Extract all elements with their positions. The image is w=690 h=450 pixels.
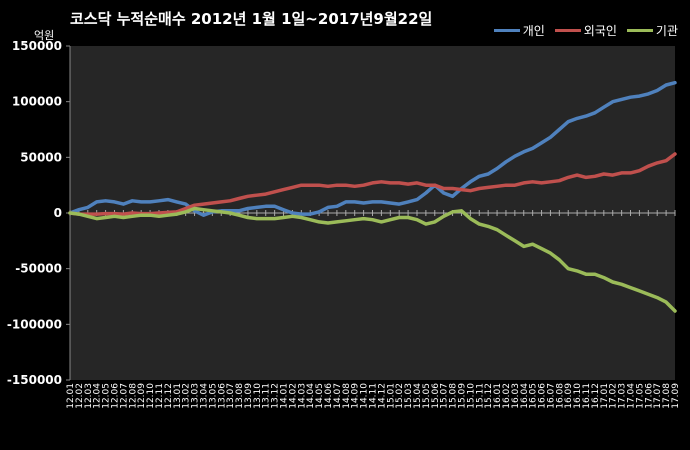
x-tick-label: 12.12 [164,383,174,409]
x-tick-label: 13.10 [253,383,263,409]
y-tick-label: -50000 [15,262,62,276]
x-tick-label: 14.08 [342,383,352,409]
legend: 개인 외국인 기관 [493,22,678,39]
x-tick-label: 13.03 [191,383,201,409]
x-tick-label: 16.08 [555,383,565,409]
x-tick-label: 14.05 [315,383,325,409]
x-tick-label: 13.01 [173,383,183,409]
legend-label-institution: 기관 [655,24,678,38]
x-tick-label: 12.05 [102,383,112,409]
x-tick-label: 12.10 [146,383,156,409]
legend-swatch-foreign [554,29,581,32]
x-tick-label: 13.04 [199,383,209,409]
x-tick-label: 12.09 [137,383,147,409]
x-tick-label: 16.06 [538,383,548,409]
x-tick-label: 15.04 [413,383,423,409]
x-tick-label: 15.01 [386,383,396,409]
x-tick-label: 17.06 [644,383,654,409]
x-tick-label: 17.04 [627,383,637,409]
x-tick-label: 16.01 [493,383,503,409]
x-tick-label: 13.08 [235,383,245,409]
y-axis: 150000 100000 50000 0 -50000 -100000 -150000 [7,39,71,387]
x-tick-label: 15.02 [395,383,405,409]
x-tick-label: 14.02 [288,383,298,409]
x-tick-label: 12.06 [110,383,120,409]
y-axis-unit-label: 억원 [34,29,55,42]
x-tick-label: 15.05 [422,383,432,409]
x-tick-label: 14.01 [280,383,290,409]
chart-title: 코스닥 누적순매수 2012년 1월 1일~2017년9월22일 [70,10,433,28]
y-tick-label: -150000 [7,373,62,387]
x-tick-label: 15.10 [466,383,476,409]
y-tick-label: 50000 [20,150,62,164]
x-tick-label: 17.05 [635,383,645,409]
x-tick-label: 14.03 [297,383,307,409]
x-tick-label: 17.08 [662,383,672,409]
legend-label-foreign: 외국인 [583,24,617,38]
x-tick-label: 16.02 [502,383,512,409]
y-tick-label: 0 [54,206,62,220]
x-tick-label: 15.06 [431,383,441,409]
x-tick-label: 16.04 [520,383,530,409]
x-tick-label: 17.09 [671,383,681,409]
legend-swatch-institution [626,29,653,32]
x-tick-label: 12.07 [119,383,129,409]
x-tick-label: 16.11 [582,383,592,409]
x-tick-label: 14.12 [377,383,387,409]
x-tick-label: 13.12 [271,383,281,409]
y-tick-label: -100000 [7,317,62,331]
x-tick-label: 14.04 [306,383,316,409]
series-line-institution [68,206,677,313]
legend-item-institution: 기관 [626,22,678,39]
x-tick-label: 13.02 [182,383,192,409]
x-tick-label: 16.09 [564,383,574,409]
x-tick-label: 12.08 [128,383,138,409]
x-tick-label: 17.02 [609,383,619,409]
x-tick-label: 17.07 [653,383,663,409]
legend-label-individual: 개인 [522,24,545,38]
x-tick-label: 17.03 [618,383,628,409]
y-tick-label: 150000 [12,39,62,53]
legend-item-foreign: 외국인 [554,22,617,39]
x-tick-label: 13.05 [208,383,218,409]
x-tick-label: 17.01 [600,383,610,409]
x-tick-label: 12.03 [84,383,94,409]
x-tick-label: 13.07 [226,383,236,409]
x-tick-label: 14.10 [360,383,370,409]
legend-swatch-individual [493,29,520,32]
x-tick-label: 16.05 [529,383,539,409]
x-tick-label: 15.07 [440,383,450,409]
series-line-individual [68,80,677,217]
x-tick-label: 16.03 [511,383,521,409]
x-tick-label: 13.09 [244,383,254,409]
x-tick-label: 12.01 [66,383,76,409]
y-tick-label: 100000 [12,95,62,109]
x-tick-label: 15.03 [404,383,414,409]
x-tick-label: 15.12 [484,383,494,409]
x-tick-label: 15.11 [475,383,485,409]
series-lines [68,80,677,313]
x-tick-label: 16.12 [591,383,601,409]
x-tick-label: 12.02 [75,383,85,409]
x-tick-label: 15.08 [449,383,459,409]
x-tick-label: 12.11 [155,383,165,409]
x-tick-label: 13.11 [262,383,272,409]
legend-item-individual: 개인 [493,22,545,39]
x-tick-label: 16.07 [546,383,556,409]
x-tick-label: 14.09 [351,383,361,409]
x-tick-label: 14.11 [369,383,379,409]
x-tick-label: 12.04 [93,383,103,409]
x-tick-label: 16.10 [573,383,583,409]
x-axis: 12.0112.0212.0312.0412.0512.0612.0712.08… [66,210,681,409]
x-tick-label: 15.09 [457,383,467,409]
series-line-foreign [68,152,677,216]
x-tick-label: 14.06 [324,383,334,409]
x-tick-label: 13.06 [217,383,227,409]
x-tick-label: 14.07 [333,383,343,409]
